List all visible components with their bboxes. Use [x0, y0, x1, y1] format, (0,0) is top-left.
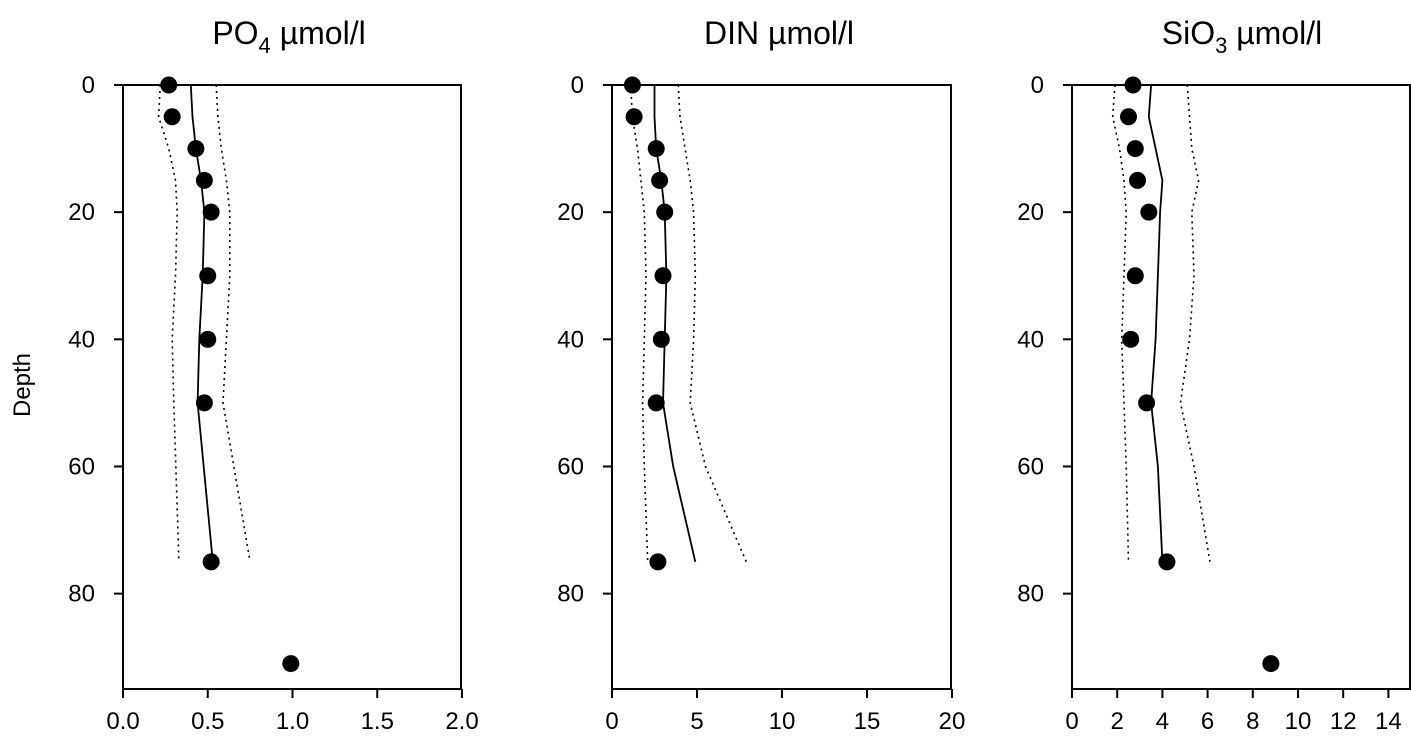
x-tick-label: 4	[1156, 708, 1169, 735]
y-tick-label: 60	[68, 453, 95, 480]
x-tick-label: 14	[1375, 708, 1402, 735]
chart-title-main: PO	[212, 15, 258, 51]
x-tick-label: 15	[854, 708, 881, 735]
mean-line	[653, 85, 697, 563]
x-tick-label: 2.0	[445, 708, 478, 735]
x-tick-label: 0.0	[106, 708, 139, 735]
data-point	[656, 203, 674, 221]
data-point	[202, 553, 220, 571]
plot-frame	[122, 84, 462, 690]
x-tick-label: 5	[690, 708, 703, 735]
data-point	[1126, 267, 1144, 285]
chart-title-unit: µmol/l	[1227, 15, 1322, 51]
y-tick-label: 60	[1017, 453, 1044, 480]
data-point	[163, 108, 181, 126]
x-tick-label: 0	[605, 708, 618, 735]
data-point	[195, 171, 213, 189]
chart-title: DIN µmol/l	[704, 15, 854, 51]
data-point	[625, 108, 643, 126]
x-tick-label: 2	[1111, 708, 1124, 735]
y-tick-label: 20	[557, 199, 584, 226]
data-point	[195, 394, 213, 412]
panel-sio3: SiO3 µmol/l 0 20 40 60 80 0 2 4 6 8 10 12 14	[1017, 15, 1411, 735]
y-tick-label: 80	[68, 581, 95, 608]
y-tick-label: 60	[557, 453, 584, 480]
data-point	[652, 330, 670, 348]
data-point	[202, 203, 220, 221]
chart-title: PO4 µmol/l	[212, 15, 365, 58]
chart-title-main: SiO	[1162, 15, 1215, 51]
data-point	[1122, 330, 1140, 348]
lower-bound-line	[1111, 84, 1130, 562]
data-point	[187, 140, 205, 158]
y-tick-label: 80	[1017, 581, 1044, 608]
y-tick-label: 20	[1017, 199, 1044, 226]
chart-title-subscript: 3	[1215, 33, 1227, 58]
y-tick-label: 80	[557, 581, 584, 608]
mean-line	[1147, 84, 1164, 562]
y-tick-label: 40	[557, 326, 584, 353]
lower-bound-line	[157, 84, 180, 562]
y-tick-label: 0	[571, 72, 584, 99]
x-tick-label: 1.5	[361, 708, 394, 735]
y-tick-label: 40	[68, 326, 95, 353]
data-point	[1138, 394, 1156, 412]
upper-bound-line	[215, 84, 251, 562]
plot-frame	[1071, 84, 1411, 690]
chart-title-unit: µmol/l	[271, 15, 366, 51]
x-tick-label: 0.5	[191, 708, 224, 735]
lower-bound-line	[629, 84, 649, 562]
y-tick-label: 0	[1031, 72, 1044, 99]
chart-title-subscript: 4	[259, 33, 271, 58]
x-tick-label: 12	[1330, 708, 1357, 735]
panel-po4: PO4 µmol/l 0 20 40 60 80 0.0 0.5 1.0 1.5 2.0 Depth	[9, 15, 479, 735]
x-tick-label: 10	[769, 708, 796, 735]
data-point	[623, 76, 641, 94]
upper-bound-line	[677, 84, 748, 563]
data-point	[1126, 140, 1144, 158]
data-point	[1158, 553, 1176, 571]
x-tick-label: 20	[939, 708, 966, 735]
x-tick-label: 1.0	[276, 708, 309, 735]
chart-title-main: DIN µmol/l	[704, 15, 854, 51]
upper-bound-line	[1179, 84, 1211, 562]
data-point	[1129, 171, 1147, 189]
x-tick-label: 0	[1065, 708, 1078, 735]
y-tick-label: 40	[1017, 326, 1044, 353]
data-point	[1262, 655, 1280, 673]
data-point	[1140, 203, 1158, 221]
data-point	[1120, 108, 1137, 126]
x-tick-label: 10	[1285, 708, 1312, 735]
panel-din: DIN µmol/l 0 20 40 60 80 0 5 10 15 20	[557, 15, 965, 735]
y-tick-label: 0	[82, 72, 95, 99]
y-axis-label: Depth	[9, 353, 36, 417]
data-point	[647, 394, 665, 412]
data-point	[651, 171, 669, 189]
chart-title: SiO3 µmol/l	[1162, 15, 1322, 58]
data-point	[199, 267, 217, 285]
y-tick-label: 20	[68, 199, 95, 226]
x-tick-label: 8	[1246, 708, 1259, 735]
data-point	[647, 140, 665, 158]
data-point	[160, 76, 178, 94]
x-tick-label: 6	[1201, 708, 1214, 735]
data-point	[1124, 76, 1142, 94]
data-point	[649, 553, 667, 571]
data-point	[199, 330, 217, 348]
data-point	[654, 267, 672, 285]
data-point	[282, 655, 300, 673]
